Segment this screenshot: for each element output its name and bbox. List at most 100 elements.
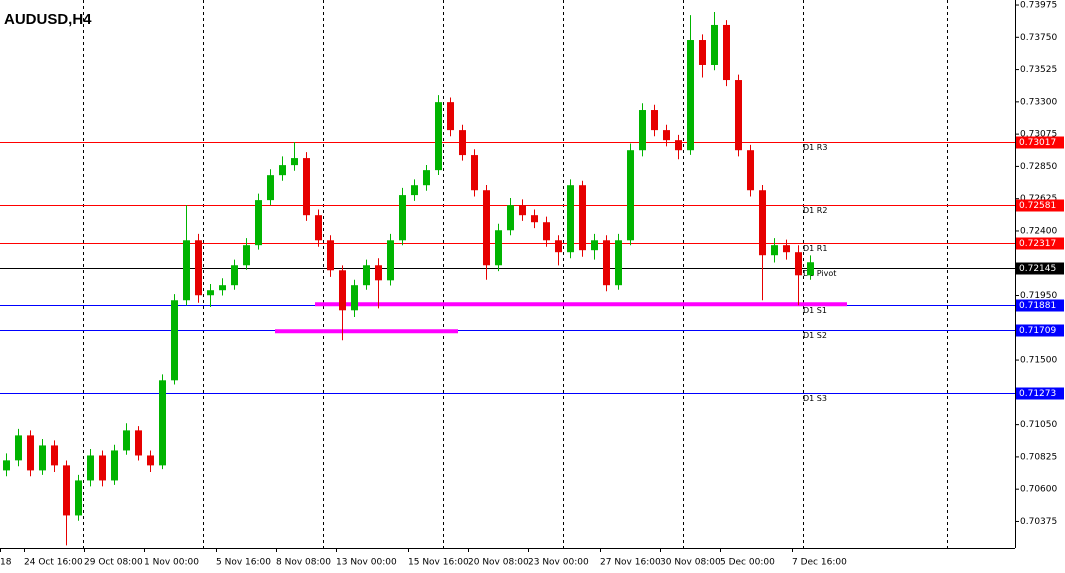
candle-body [291, 158, 298, 166]
candle-body [99, 455, 106, 481]
candle-body [567, 185, 574, 253]
candle-body [111, 450, 118, 481]
candle-body [147, 455, 154, 466]
y-tick-label: 0.72625 [1020, 194, 1057, 204]
candle-body [639, 110, 646, 151]
candle-body [603, 240, 610, 286]
pivot-label: D1 R3 [803, 143, 827, 152]
y-tick-label: 0.72850 [1020, 162, 1057, 172]
x-tick-label: 5 Dec 00:00 [720, 558, 775, 568]
separators [83, 0, 948, 548]
x-tick-label: 29 Oct 08:00 [84, 558, 143, 568]
candle-body [75, 480, 82, 516]
candle-body [315, 215, 322, 241]
pivot-label: D1 S2 [803, 331, 827, 340]
pivot-label: D1 R2 [803, 206, 827, 215]
candle-body [63, 465, 70, 516]
candle-body [363, 265, 370, 286]
candle-body [591, 240, 598, 251]
pivot-label: D1 Pivot [803, 269, 836, 278]
candle-body [183, 240, 190, 301]
candle-body [471, 155, 478, 191]
candle-body [255, 200, 262, 246]
price-badge-label: 0.71709 [1019, 326, 1056, 336]
x-tick-label: 20 Nov 08:00 [468, 558, 529, 568]
candle-body [267, 175, 274, 201]
candle-body [135, 430, 142, 456]
price-badge-label: 0.72581 [1019, 201, 1056, 211]
candle-body [123, 430, 130, 451]
x-tick-label: 23 Nov 00:00 [528, 558, 589, 568]
y-tick-label: 0.70600 [1020, 485, 1057, 495]
candle-body [51, 445, 58, 466]
price-badge [1016, 237, 1064, 250]
price-badge-label: 0.71881 [1019, 301, 1056, 311]
price-badge-label: 0.72317 [1019, 239, 1056, 249]
candle-body [495, 230, 502, 266]
candle-body [279, 165, 286, 176]
candle-body [579, 185, 586, 251]
x-tick-label: 18 [0, 558, 12, 568]
candle-body [435, 102, 442, 171]
candle-body [795, 252, 802, 276]
candle-body [387, 240, 394, 281]
candle-body [723, 24, 730, 81]
candle-body [87, 455, 94, 481]
x-tick-label: 8 Nov 08:00 [276, 558, 331, 568]
candle-body [423, 170, 430, 186]
candle-body [687, 40, 694, 151]
candle-body [627, 150, 634, 241]
levels: D1 R3 D1 R2 D1 R1 D1 Pivot D1 S1 D1 S2 D1 S3 [0, 142, 1015, 403]
y-tick-label: 0.72400 [1020, 226, 1057, 236]
price-badge [1016, 136, 1064, 149]
candle-body [555, 240, 562, 253]
candle-body [531, 215, 538, 223]
y-tick-label: 0.71950 [1020, 291, 1057, 301]
candle-body [711, 24, 718, 65]
candle-body [27, 435, 34, 471]
candle-body [699, 40, 706, 65]
candle-body [807, 262, 814, 276]
candle-body [399, 195, 406, 241]
price-badge [1016, 299, 1064, 312]
candle-body [219, 285, 226, 291]
candle-body [207, 290, 214, 296]
candle-body [759, 190, 766, 256]
price-badge [1016, 262, 1064, 275]
price-badge [1016, 324, 1064, 337]
candle-body [243, 245, 250, 266]
candle-body [675, 140, 682, 151]
y-tick-label: 0.73300 [1020, 97, 1057, 107]
y-tick-label: 0.71050 [1020, 420, 1057, 430]
y-tick-label: 0.70375 [1020, 517, 1057, 527]
candles [3, 12, 814, 546]
y-tick-label: 0.73525 [1020, 65, 1057, 75]
x-tick-label: 15 Nov 16:00 [408, 558, 469, 568]
candle-body [651, 110, 658, 131]
x-tick-label: 24 Oct 16:00 [24, 558, 83, 568]
candle-body [615, 240, 622, 286]
candle-body [735, 80, 742, 151]
price-badge-label: 0.71273 [1019, 389, 1056, 399]
candle-body [783, 245, 790, 253]
chart-title: AUDUSD,H4 [4, 11, 92, 28]
candle-body [3, 460, 10, 471]
candle-body [411, 185, 418, 196]
x-tick-label: 27 Nov 16:00 [600, 558, 661, 568]
candle-body [327, 240, 334, 271]
candle-body [663, 130, 670, 141]
candle-body [375, 265, 382, 281]
candle-body [303, 158, 310, 216]
y-tick-label: 0.73750 [1020, 33, 1057, 43]
pivot-label: D1 R1 [803, 244, 827, 253]
price-badge-label: 0.73017 [1019, 138, 1056, 148]
x-tick-label: 30 Nov 08:00 [660, 558, 721, 568]
price-badge [1016, 199, 1064, 212]
candle-body [507, 205, 514, 231]
candle-body [159, 380, 166, 466]
candle-body [15, 435, 22, 461]
candle-body [747, 150, 754, 191]
